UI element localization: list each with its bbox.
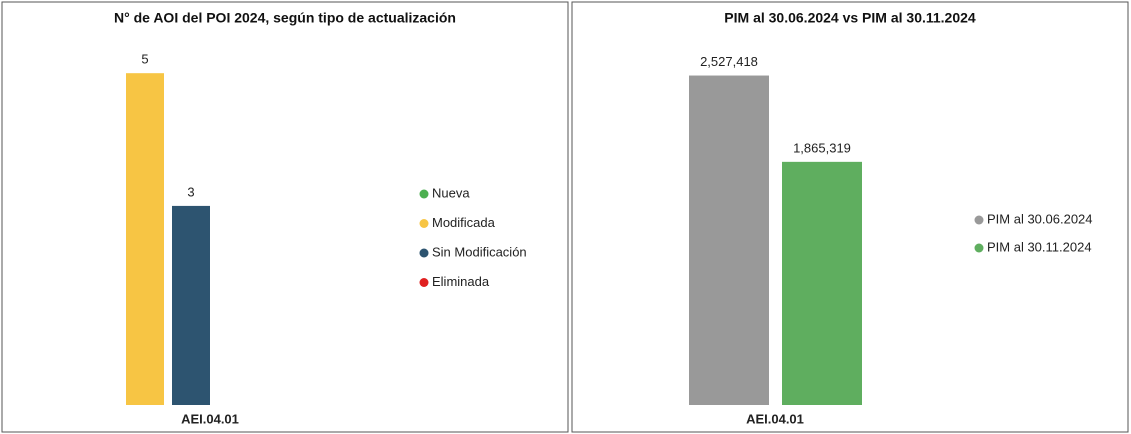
legend-label: Nueva bbox=[432, 185, 470, 200]
chart-title: N° de AOI del POI 2024, según tipo de ac… bbox=[114, 10, 456, 26]
data-label: 2,527,418 bbox=[700, 54, 758, 69]
legend-label: Modificada bbox=[432, 215, 496, 230]
legend-marker bbox=[419, 278, 429, 287]
panel-border bbox=[571, 1, 1129, 433]
bar bbox=[172, 205, 210, 405]
legend-marker bbox=[419, 248, 429, 258]
legend-label: PIM al 30.06.2024 bbox=[987, 211, 1093, 226]
bar bbox=[689, 75, 769, 405]
data-label: 3 bbox=[187, 184, 194, 199]
x-tick-label: AEI.04.01 bbox=[181, 411, 239, 426]
legend-marker bbox=[974, 215, 984, 225]
data-label: 5 bbox=[141, 52, 148, 67]
legend-marker bbox=[419, 219, 429, 228]
panel-border bbox=[1, 1, 569, 433]
legend-marker bbox=[419, 189, 429, 199]
legend-label: PIM al 30.11.2024 bbox=[987, 239, 1092, 254]
x-tick-label: AEI.04.01 bbox=[746, 411, 804, 426]
legend-marker bbox=[974, 243, 984, 253]
legend-label: Sin Modificación bbox=[432, 244, 527, 259]
data-label: 1,865,319 bbox=[793, 140, 851, 155]
bar bbox=[126, 73, 164, 405]
chart-title: PIM al 30.06.2024 vs PIM al 30.11.2024 bbox=[724, 10, 976, 26]
bar bbox=[782, 161, 862, 405]
legend-label: Eliminada bbox=[432, 274, 490, 289]
